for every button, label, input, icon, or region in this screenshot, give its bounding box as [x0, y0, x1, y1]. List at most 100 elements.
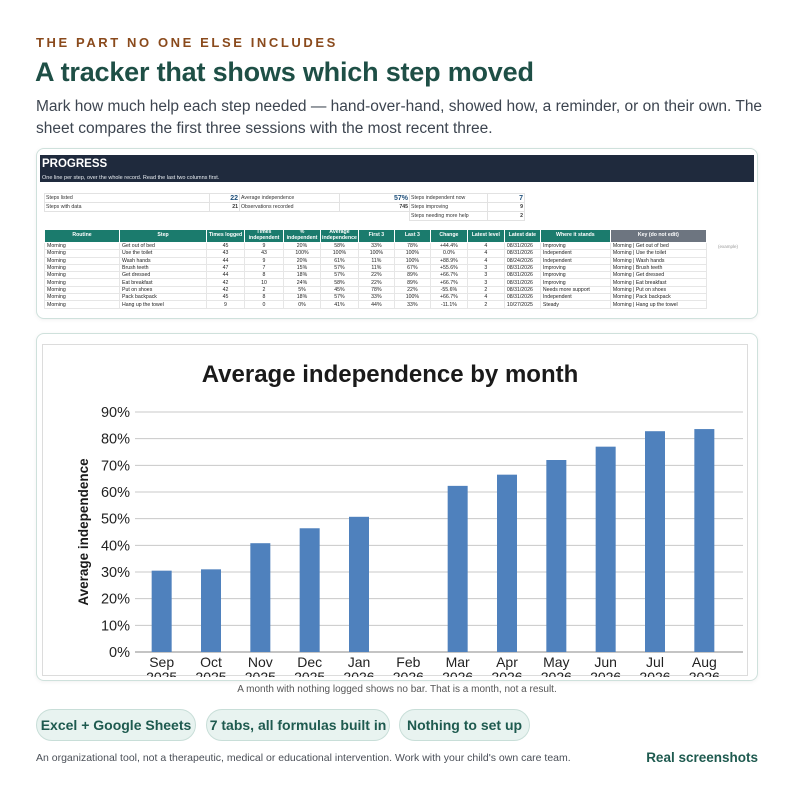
disclaimer: An organizational tool, not a therapeuti… — [36, 752, 571, 764]
table-cell: Improving — [539, 241, 611, 251]
table-cell: Independent — [539, 249, 611, 258]
table-cell: 44% — [357, 300, 395, 309]
table-cell: Morning | Brush teeth — [609, 263, 707, 273]
table-cell: Needs more support — [539, 285, 611, 295]
table-row: Morning Get out of bed 45 9 20% 58% 33% 78% +44.… — [44, 241, 707, 251]
table-cell: 100% — [357, 249, 395, 258]
column-header: Routine — [44, 229, 120, 243]
table-cell: 0% — [283, 300, 321, 309]
bar — [201, 569, 221, 652]
real-screenshots-label: Real screenshots — [646, 750, 758, 765]
bar — [447, 485, 468, 652]
spreadsheet-screenshot: PROGRESS One line per step, over the who… — [36, 148, 758, 319]
table-cell: 89% — [393, 278, 431, 287]
table-cell: 8 — [244, 293, 284, 302]
bar-chart: Average independence by month 0% 10% 20% 30%… — [76, 361, 743, 677]
x-tick-label: Nov 2025 — [245, 654, 276, 677]
table-row: Morning Wash hands 44 9 20% 61% 11% 100% +88.9% 4… — [44, 256, 707, 265]
table-cell: 100% — [393, 293, 431, 302]
table-cell: Get out of bed — [119, 241, 207, 251]
y-tick-label: 20% — [101, 592, 130, 608]
stat-label: Steps independent now — [409, 193, 488, 203]
table-cell: Morning — [44, 293, 120, 302]
table-cell: +55.6% — [429, 263, 468, 273]
x-tick-label: Feb 2026 — [393, 654, 424, 677]
stat-label: Steps improving — [409, 202, 488, 212]
table-cell: 33% — [357, 293, 395, 302]
eyebrow: THE PART NO ONE ELSE INCLUDES — [36, 35, 338, 50]
column-header: First 3 — [357, 229, 395, 243]
table-cell: 45 — [206, 241, 245, 251]
table-cell: +44.4% — [429, 241, 468, 251]
table-cell: 2 — [466, 285, 505, 295]
stat-value: 57% — [339, 193, 410, 203]
table-cell: Morning | Get out of bed — [609, 241, 707, 251]
table-cell: Morning — [44, 271, 120, 280]
pill-excel-google-sheets: Excel + Google Sheets — [36, 709, 196, 741]
table-cell: Morning — [44, 249, 120, 258]
example-note: (example) — [718, 244, 739, 249]
table-cell: 8 — [244, 271, 284, 280]
pill-seven-tabs: 7 tabs, all formulas built in — [206, 709, 390, 741]
y-tick-label: 0% — [109, 645, 130, 661]
column-header: Times logged — [206, 229, 245, 243]
table-row: Morning Brush teeth 47 7 15% 57% 11% 67% +55.6% 3… — [44, 263, 707, 273]
table-cell: +66.7% — [429, 293, 468, 302]
table-cell: Improving — [539, 271, 611, 280]
table-cell: 24% — [283, 278, 321, 287]
table-cell: Morning — [44, 263, 120, 273]
table-cell: 15% — [283, 263, 321, 273]
y-tick-label: 30% — [101, 565, 130, 581]
chart-card: Average independence by month 0% 10% 20% 30%… — [36, 333, 758, 681]
y-tick-label: 50% — [101, 512, 130, 528]
table-cell: +66.7% — [429, 278, 468, 287]
table-cell: 18% — [283, 271, 321, 280]
table-cell: 44 — [206, 256, 245, 265]
column-header: Latest level — [466, 229, 505, 243]
table-cell: 22% — [357, 271, 395, 280]
table-row: Morning Pack backpack 45 8 18% 57% 33% 100% +66.… — [44, 293, 707, 302]
table-cell: 22% — [393, 285, 431, 295]
bar — [645, 431, 665, 652]
table-row: Morning Eat breakfast 42 10 24% 58% 22% 89% +66.… — [44, 278, 707, 287]
table-cell: 11% — [357, 263, 395, 273]
table-cell: 9 — [244, 256, 284, 265]
table-cell: Morning | Hang up the towel — [609, 300, 707, 309]
x-tick-label: Oct 2025 — [195, 654, 226, 677]
y-tick-label: 40% — [101, 538, 130, 554]
y-axis-label: Average independence — [76, 458, 91, 606]
stat-label: Steps needing more help — [409, 211, 488, 221]
bar — [151, 570, 172, 652]
table-cell: 43 — [206, 249, 245, 258]
table-cell: 45% — [320, 285, 359, 295]
bar — [349, 516, 369, 652]
table-cell: 18% — [283, 293, 321, 302]
table-cell: 22% — [357, 278, 395, 287]
table-cell: Morning — [44, 241, 120, 251]
table-cell: Improving — [539, 263, 611, 273]
table-cell: 20% — [283, 256, 321, 265]
table-row: Morning Use the toilet 43 43 100% 100% 100% 100… — [44, 249, 707, 258]
stat-value: 21 — [209, 202, 240, 212]
table-cell: Morning — [44, 256, 120, 265]
table-cell: 08/31/2026 — [503, 285, 541, 295]
table-cell: Wash hands — [119, 256, 207, 265]
column-header: Latest date — [503, 229, 541, 243]
table-row: Morning Hang up the towel 9 0 0% 41% 44% 33% -11… — [44, 300, 707, 309]
table-cell: 33% — [393, 300, 431, 309]
table-cell: 08/24/2026 — [503, 256, 541, 265]
table-cell: Get dressed — [119, 271, 207, 280]
x-tick-label: Jul 2026 — [639, 654, 670, 677]
table-cell: 7 — [244, 263, 284, 273]
table-cell: 9 — [206, 300, 245, 309]
table-cell: 08/31/2026 — [503, 263, 541, 273]
table-cell: 100% — [393, 256, 431, 265]
table-cell: 57% — [320, 263, 359, 273]
table-cell: 41% — [320, 300, 359, 309]
column-header: Average independence — [320, 229, 359, 243]
table-cell: 57% — [320, 293, 359, 302]
x-tick-label: Jan 2026 — [343, 654, 374, 677]
table-cell: 42 — [206, 285, 245, 295]
table-cell: 5% — [283, 285, 321, 295]
stat-value: 22 — [209, 193, 240, 203]
